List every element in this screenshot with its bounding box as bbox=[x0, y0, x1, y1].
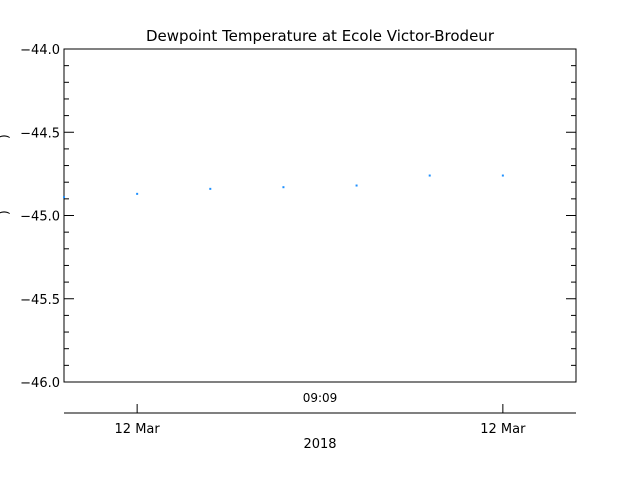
y-tick-label: −45.5 bbox=[20, 293, 60, 308]
y-axis-label: )) bbox=[0, 134, 11, 215]
y-tick-label: −44.5 bbox=[20, 126, 60, 141]
y-tick-label: −45.0 bbox=[20, 210, 60, 225]
y-axis: −46.0 −45.5 −45.0 −44.5 −44.0 bbox=[20, 43, 576, 391]
data-point bbox=[355, 184, 358, 187]
data-point bbox=[209, 187, 212, 190]
y-axis-label-glyph: ) bbox=[0, 210, 11, 215]
y-axis-label-glyph: ) bbox=[0, 134, 11, 139]
data-point bbox=[501, 174, 504, 177]
date-axis: 12 Mar 12 Mar bbox=[115, 404, 526, 437]
plot-frame bbox=[63, 48, 577, 383]
date-tick-label: 12 Mar bbox=[115, 422, 161, 437]
data-point bbox=[136, 192, 139, 195]
y-tick-label: −46.0 bbox=[20, 376, 60, 391]
y-tick-label: −44.0 bbox=[20, 43, 60, 58]
data-point bbox=[282, 186, 285, 189]
data-point bbox=[428, 174, 431, 177]
date-tick-label: 12 Mar bbox=[480, 422, 526, 437]
time-label: 09:09 bbox=[303, 391, 338, 405]
data-points bbox=[63, 174, 504, 199]
data-point bbox=[63, 196, 65, 199]
chart-title: Dewpoint Temperature at Ecole Victor-Bro… bbox=[146, 27, 495, 45]
year-label: 2018 bbox=[303, 437, 336, 452]
